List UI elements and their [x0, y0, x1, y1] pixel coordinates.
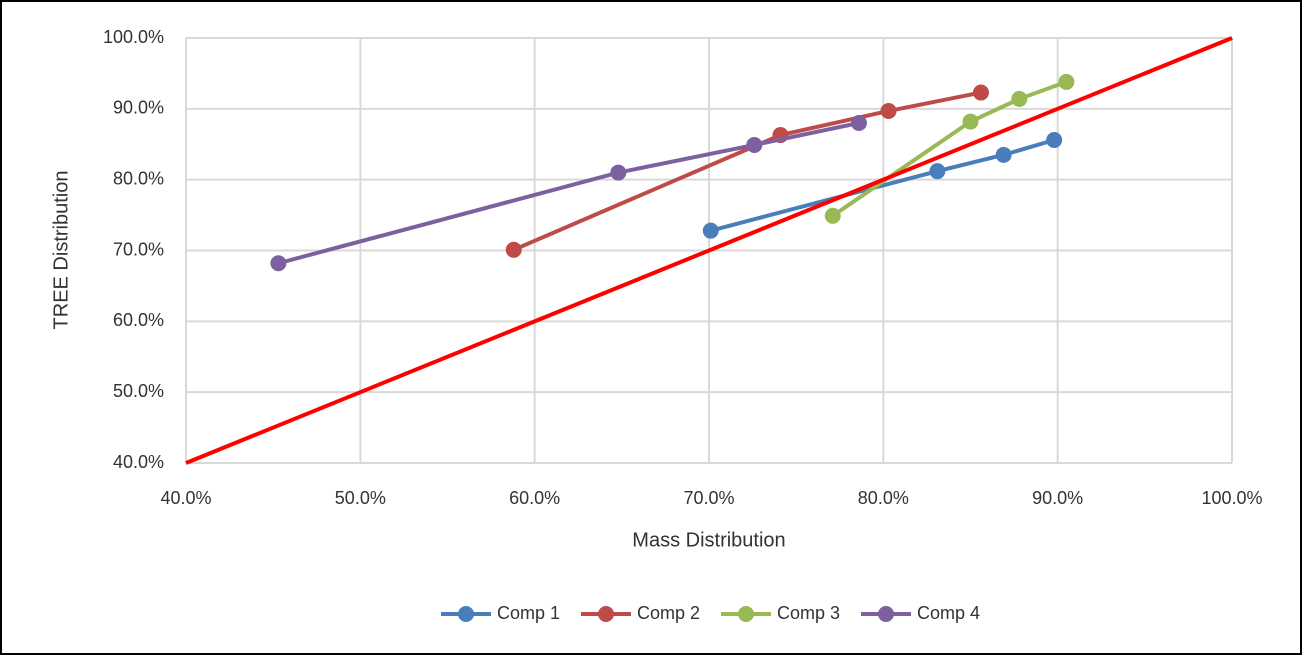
data-point: [972, 84, 989, 101]
data-point: [270, 255, 287, 272]
series-line: [512, 90, 982, 252]
x-axis-title: Mass Distribution: [632, 529, 785, 551]
legend-marker: [598, 606, 614, 622]
data-point: [850, 115, 867, 131]
y-tick-label: 80.0%: [113, 168, 164, 188]
data-point: [505, 241, 522, 258]
data-point: [995, 146, 1012, 163]
data-point: [610, 164, 627, 181]
legend-label: Comp 2: [637, 603, 700, 623]
legend-marker: [458, 606, 474, 622]
x-tick-label: 70.0%: [683, 488, 734, 508]
x-tick-label: 80.0%: [858, 488, 909, 508]
y-tick-label: 100.0%: [103, 27, 164, 47]
data-point: [1046, 132, 1063, 148]
y-tick-label: 70.0%: [113, 239, 164, 259]
data-point: [929, 163, 946, 180]
y-tick-label: 60.0%: [113, 310, 164, 330]
data-point: [1058, 73, 1075, 90]
data-point: [880, 102, 897, 119]
x-tick-label: 100.0%: [1201, 488, 1262, 508]
series-line: [277, 121, 860, 266]
data-point: [1011, 90, 1028, 107]
legend-marker: [738, 606, 754, 622]
x-tick-label: 50.0%: [335, 488, 386, 508]
y-tick-label: 40.0%: [113, 452, 164, 472]
x-tick-label: 40.0%: [160, 488, 211, 508]
series-line: [710, 138, 1055, 233]
legend-label: Comp 3: [777, 603, 840, 623]
x-tick-label: 60.0%: [509, 488, 560, 508]
reference-line: [185, 36, 1233, 465]
y-axis-title: TREE Distribution: [50, 171, 72, 330]
data-point: [962, 113, 979, 130]
legend-label: Comp 4: [917, 603, 980, 623]
legend-label: Comp 1: [497, 603, 560, 623]
legend-marker: [878, 606, 894, 622]
y-tick-label: 50.0%: [113, 381, 164, 401]
data-point: [702, 222, 719, 239]
series-line: [831, 80, 1068, 218]
data-point: [746, 136, 763, 153]
y-tick-label: 90.0%: [113, 98, 164, 118]
data-point: [824, 207, 841, 224]
x-tick-label: 90.0%: [1032, 488, 1083, 508]
